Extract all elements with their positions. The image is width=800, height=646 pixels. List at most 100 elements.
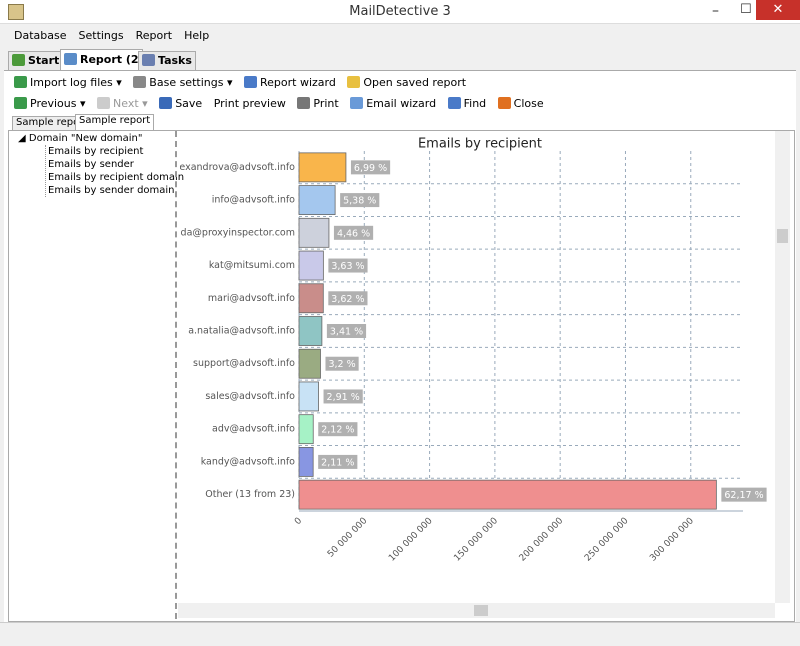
tool-button[interactable]: Print xyxy=(297,97,339,110)
title-bar: MailDetective 3 – ☐ ✕ xyxy=(0,0,800,24)
tab-active[interactable]: Report (2) xyxy=(60,49,144,71)
menu-item[interactable]: Report xyxy=(135,29,173,42)
value-label-text: 3,41 % xyxy=(330,327,363,338)
status-bar xyxy=(0,622,800,646)
tool-button[interactable]: Import log files ▾ xyxy=(14,76,122,89)
tree-item[interactable]: Emails by sender domain xyxy=(48,185,175,196)
value-label-text: 2,11 % xyxy=(321,457,354,468)
menu-item[interactable]: Help xyxy=(184,29,210,42)
menu-bar: Database Settings Report Help xyxy=(14,29,209,42)
bar xyxy=(298,348,321,379)
tree-root[interactable]: ◢ Domain "New domain" xyxy=(18,133,143,144)
menu-item[interactable]: Database xyxy=(14,29,67,42)
tree: ◢ Domain "New domain" Emails by recipien… xyxy=(18,132,184,197)
value-label-box xyxy=(350,160,391,175)
value-label: 6,99 % xyxy=(350,160,391,175)
value-label-text: 62,17 % xyxy=(724,490,763,501)
x-tick-label: 50 000 000 xyxy=(326,516,370,560)
value-label: 5,38 % xyxy=(340,193,380,208)
value-label: 3,63 % xyxy=(328,258,368,273)
value-label-text: 3,2 % xyxy=(328,359,355,370)
report-area xyxy=(8,130,795,622)
bar xyxy=(298,152,347,183)
value-label-box xyxy=(721,487,767,502)
value-label-text: 5,38 % xyxy=(343,196,376,207)
app-icon xyxy=(8,4,24,20)
tool-button[interactable]: Save xyxy=(159,97,202,110)
value-label: 4,46 % xyxy=(333,225,374,240)
bar xyxy=(298,381,319,412)
x-tick-label: 200 000 000 xyxy=(518,516,566,564)
value-label-box xyxy=(333,225,374,240)
maximize-button[interactable]: ☐ xyxy=(740,2,752,17)
y-tick-label: mari@advsoft.info xyxy=(208,293,295,304)
y-tick-label: alexandrova@advsoft.info xyxy=(180,162,295,173)
splitter[interactable] xyxy=(175,131,177,619)
tool-button[interactable]: Next ▾ xyxy=(97,97,148,110)
value-label: 3,41 % xyxy=(326,324,367,338)
menu-item[interactable]: Settings xyxy=(78,29,124,42)
value-label: 3,62 % xyxy=(328,291,368,306)
y-tick-label: adv@advsoft.info xyxy=(212,424,295,435)
tool-button[interactable]: Base settings ▾ xyxy=(133,76,232,89)
bar xyxy=(298,283,324,314)
value-label: 2,11 % xyxy=(318,454,358,469)
tab[interactable]: Start xyxy=(8,51,66,71)
h-scrollbar[interactable] xyxy=(178,603,775,618)
tab-label: Start xyxy=(28,54,60,67)
tree-item[interactable]: Emails by recipient xyxy=(48,146,144,157)
value-label-box xyxy=(325,356,359,371)
value-label-box xyxy=(328,291,368,306)
close-button[interactable]: ✕ xyxy=(756,0,800,20)
y-tick-label: Other (13 from 23) xyxy=(205,489,295,500)
tool-button[interactable]: Print preview xyxy=(213,97,286,110)
minimize-button[interactable]: – xyxy=(712,3,719,19)
x-tick-label: 100 000 000 xyxy=(387,516,435,564)
window-title: MailDetective 3 xyxy=(349,4,451,19)
tool-button[interactable]: Email wizard xyxy=(350,97,436,110)
value-label-box xyxy=(318,454,358,469)
tool-button[interactable]: Open saved report xyxy=(347,76,466,89)
tree-item[interactable]: Emails by recipient domain xyxy=(48,172,185,183)
toolbar: Import log files ▾ Base settings ▾ Repor… xyxy=(14,76,474,89)
x-tick-label: 300 000 000 xyxy=(648,516,696,564)
value-label: 3,2 % xyxy=(325,356,359,371)
bar xyxy=(298,316,323,346)
y-tick-label: kandy@advsoft.info xyxy=(201,456,295,467)
value-label: 2,12 % xyxy=(318,422,358,437)
value-label-box xyxy=(340,193,380,208)
toolbar: Previous ▾ Next ▾ Save Print preview Pri… xyxy=(14,97,552,110)
bar xyxy=(298,447,314,477)
value-label: 62,17 % xyxy=(721,487,767,502)
y-tick-label: support@advsoft.info xyxy=(193,358,295,369)
x-tick-label: 0 xyxy=(293,516,304,527)
report-tab-active[interactable]: Sample report xyxy=(75,114,155,130)
value-label-text: 6,99 % xyxy=(354,163,387,174)
tab-label: Report (2) xyxy=(80,53,144,66)
tree-item[interactable]: Emails by sender xyxy=(48,159,134,170)
y-tick-label: sales@advsoft.info xyxy=(205,391,295,402)
tool-button[interactable]: Find xyxy=(447,97,486,110)
y-tick-label: info@advsoft.info xyxy=(212,195,295,206)
value-label-text: 2,12 % xyxy=(321,425,354,436)
bar xyxy=(298,217,330,248)
bar xyxy=(298,250,324,281)
value-label: 2,91 % xyxy=(323,389,363,404)
x-tick-label: 250 000 000 xyxy=(583,516,631,564)
tab[interactable]: Tasks xyxy=(138,51,196,71)
value-label-box xyxy=(323,389,363,404)
tool-button[interactable]: Previous ▾ xyxy=(14,97,86,110)
value-label-text: 4,46 % xyxy=(337,228,370,239)
chart: Emails by recipient 0 50 000 000 100 000 0… xyxy=(180,137,767,564)
tree-children: Emails by recipient Emails by sender Ema… xyxy=(45,145,184,197)
chart-title: Emails by recipient xyxy=(418,137,542,152)
bar xyxy=(298,414,314,445)
tool-button[interactable]: Report wizard xyxy=(243,76,336,89)
value-label-text: 2,91 % xyxy=(327,392,360,403)
bar xyxy=(298,185,336,215)
v-scrollbar[interactable] xyxy=(775,131,790,603)
y-tick-label: oda@proxyinspector.com xyxy=(180,227,295,238)
y-tick-label: kat@mitsumi.com xyxy=(209,260,295,271)
tool-button[interactable]: Close xyxy=(497,97,544,110)
